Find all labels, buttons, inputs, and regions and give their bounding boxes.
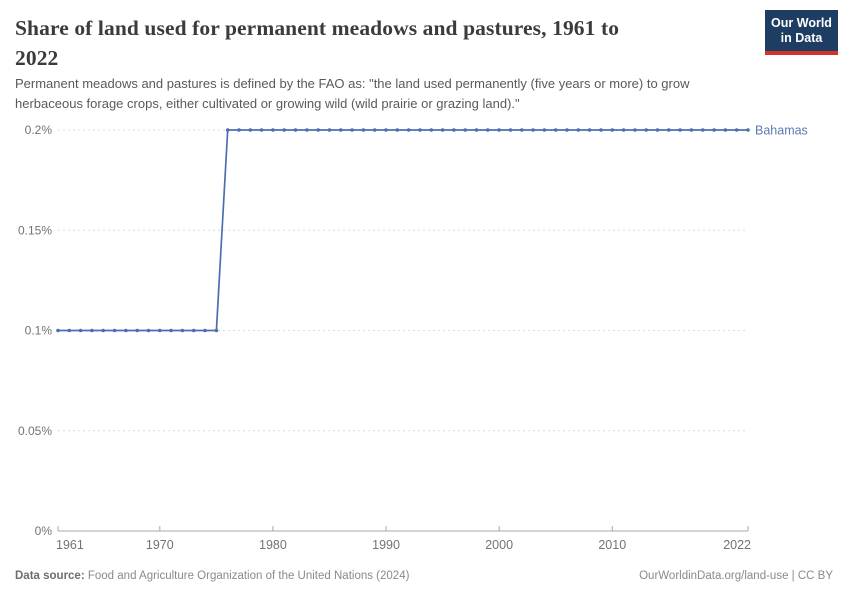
owid-logo[interactable]: Our World in Data bbox=[765, 10, 838, 55]
data-point[interactable] bbox=[225, 128, 230, 132]
line-chart[interactable]: 0% 0.05% 0.1% 0.15% 0.2% 1961 1970 1980 1990 2000… bbox=[0, 0, 850, 560]
data-point[interactable] bbox=[305, 128, 309, 132]
data-point[interactable] bbox=[361, 128, 366, 132]
data-point[interactable] bbox=[56, 328, 60, 333]
data-point[interactable] bbox=[667, 128, 671, 132]
data-source-label: Data source: bbox=[15, 570, 85, 582]
x-axis-tick-label: 1990 bbox=[372, 538, 400, 552]
data-point[interactable] bbox=[384, 128, 388, 132]
data-point[interactable] bbox=[248, 128, 253, 132]
data-point[interactable] bbox=[169, 328, 173, 333]
data-point[interactable] bbox=[655, 128, 660, 132]
page-title: Share of land used for permanent meadows… bbox=[15, 13, 715, 73]
data-point[interactable] bbox=[350, 128, 354, 132]
data-point[interactable] bbox=[158, 328, 162, 333]
data-point[interactable] bbox=[406, 128, 411, 132]
chart-subtitle-line2: herbaceous forage crops, either cultivat… bbox=[15, 95, 520, 111]
data-point[interactable] bbox=[67, 328, 72, 333]
x-axis-tick-label: 1980 bbox=[259, 538, 287, 552]
data-point[interactable] bbox=[124, 328, 128, 333]
y-axis-tick-label: 0.15% bbox=[18, 223, 52, 237]
data-point[interactable] bbox=[271, 128, 275, 132]
data-point[interactable] bbox=[135, 328, 139, 333]
data-point[interactable] bbox=[203, 328, 207, 333]
data-point[interactable] bbox=[497, 128, 501, 132]
credit-link[interactable]: OurWorldinData.org/land-use | CC BY bbox=[639, 570, 833, 582]
data-point[interactable] bbox=[610, 128, 615, 132]
data-line-bahamas[interactable] bbox=[58, 129, 748, 332]
chart-footer: Data source: Food and Agriculture Organi… bbox=[15, 570, 833, 582]
data-point[interactable] bbox=[599, 128, 603, 132]
data-point[interactable] bbox=[293, 128, 298, 132]
data-point[interactable] bbox=[112, 328, 117, 333]
owid-logo-text-line2: in Data bbox=[780, 31, 823, 45]
data-point[interactable] bbox=[633, 128, 637, 132]
y-axis-tick-label: 0.2% bbox=[25, 123, 53, 137]
data-point[interactable] bbox=[452, 128, 456, 132]
owid-logo-text-line1: Our World bbox=[771, 16, 832, 30]
data-point[interactable] bbox=[101, 328, 105, 333]
data-point[interactable] bbox=[553, 128, 558, 132]
data-point[interactable] bbox=[520, 128, 524, 132]
data-point[interactable] bbox=[712, 128, 716, 132]
series-label-bahamas[interactable]: Bahamas bbox=[755, 124, 808, 138]
data-point[interactable] bbox=[339, 128, 343, 132]
data-point[interactable] bbox=[327, 128, 332, 132]
data-point[interactable] bbox=[372, 128, 377, 132]
data-point[interactable] bbox=[531, 128, 535, 132]
data-point[interactable] bbox=[429, 128, 434, 132]
data-point[interactable] bbox=[259, 128, 264, 132]
data-point[interactable] bbox=[565, 128, 569, 132]
data-point[interactable] bbox=[395, 128, 400, 132]
x-axis-tick-label: 1961 bbox=[56, 538, 84, 552]
x-axis-tick-label: 2000 bbox=[485, 538, 513, 552]
data-point[interactable] bbox=[701, 128, 705, 132]
data-source-text: Food and Agriculture Organization of the… bbox=[84, 570, 410, 582]
page-title-line2: 2022 bbox=[15, 46, 59, 70]
data-point[interactable] bbox=[191, 328, 196, 333]
data-point[interactable] bbox=[746, 128, 750, 132]
page-title-line1: Share of land used for permanent meadows… bbox=[15, 16, 620, 40]
x-axis-tick-label: 2010 bbox=[598, 538, 626, 552]
data-point[interactable] bbox=[474, 128, 479, 132]
data-point[interactable] bbox=[316, 128, 321, 132]
data-point[interactable] bbox=[644, 128, 648, 132]
x-axis-tick-label: 2022 bbox=[723, 538, 751, 552]
chart-subtitle: Permanent meadows and pastures is define… bbox=[15, 74, 805, 113]
data-point[interactable] bbox=[418, 128, 422, 132]
data-point[interactable] bbox=[689, 128, 694, 132]
data-point[interactable] bbox=[723, 128, 728, 132]
data-point[interactable] bbox=[237, 128, 241, 132]
data-point[interactable] bbox=[508, 128, 513, 132]
data-point[interactable] bbox=[146, 328, 151, 333]
data-point[interactable] bbox=[486, 128, 490, 132]
y-axis-tick-label: 0% bbox=[35, 524, 53, 538]
data-point[interactable] bbox=[576, 128, 581, 132]
x-axis-tick-label: 1970 bbox=[146, 538, 174, 552]
data-point[interactable] bbox=[678, 128, 682, 132]
data-point[interactable] bbox=[440, 128, 445, 132]
data-point[interactable] bbox=[542, 128, 547, 132]
data-point[interactable] bbox=[78, 328, 83, 333]
data-point[interactable] bbox=[734, 128, 739, 132]
data-point[interactable] bbox=[282, 128, 287, 132]
data-point[interactable] bbox=[587, 128, 592, 132]
y-axis-tick-label: 0.05% bbox=[18, 424, 52, 438]
data-point[interactable] bbox=[90, 328, 94, 333]
data-source-note: Data source: Food and Agriculture Organi… bbox=[15, 570, 409, 582]
chart-subtitle-line1: Permanent meadows and pastures is define… bbox=[15, 76, 690, 91]
data-point[interactable] bbox=[214, 328, 219, 333]
y-axis-tick-label: 0.1% bbox=[25, 324, 53, 338]
data-point[interactable] bbox=[463, 128, 468, 132]
data-point[interactable] bbox=[621, 128, 626, 132]
data-point[interactable] bbox=[180, 328, 185, 333]
